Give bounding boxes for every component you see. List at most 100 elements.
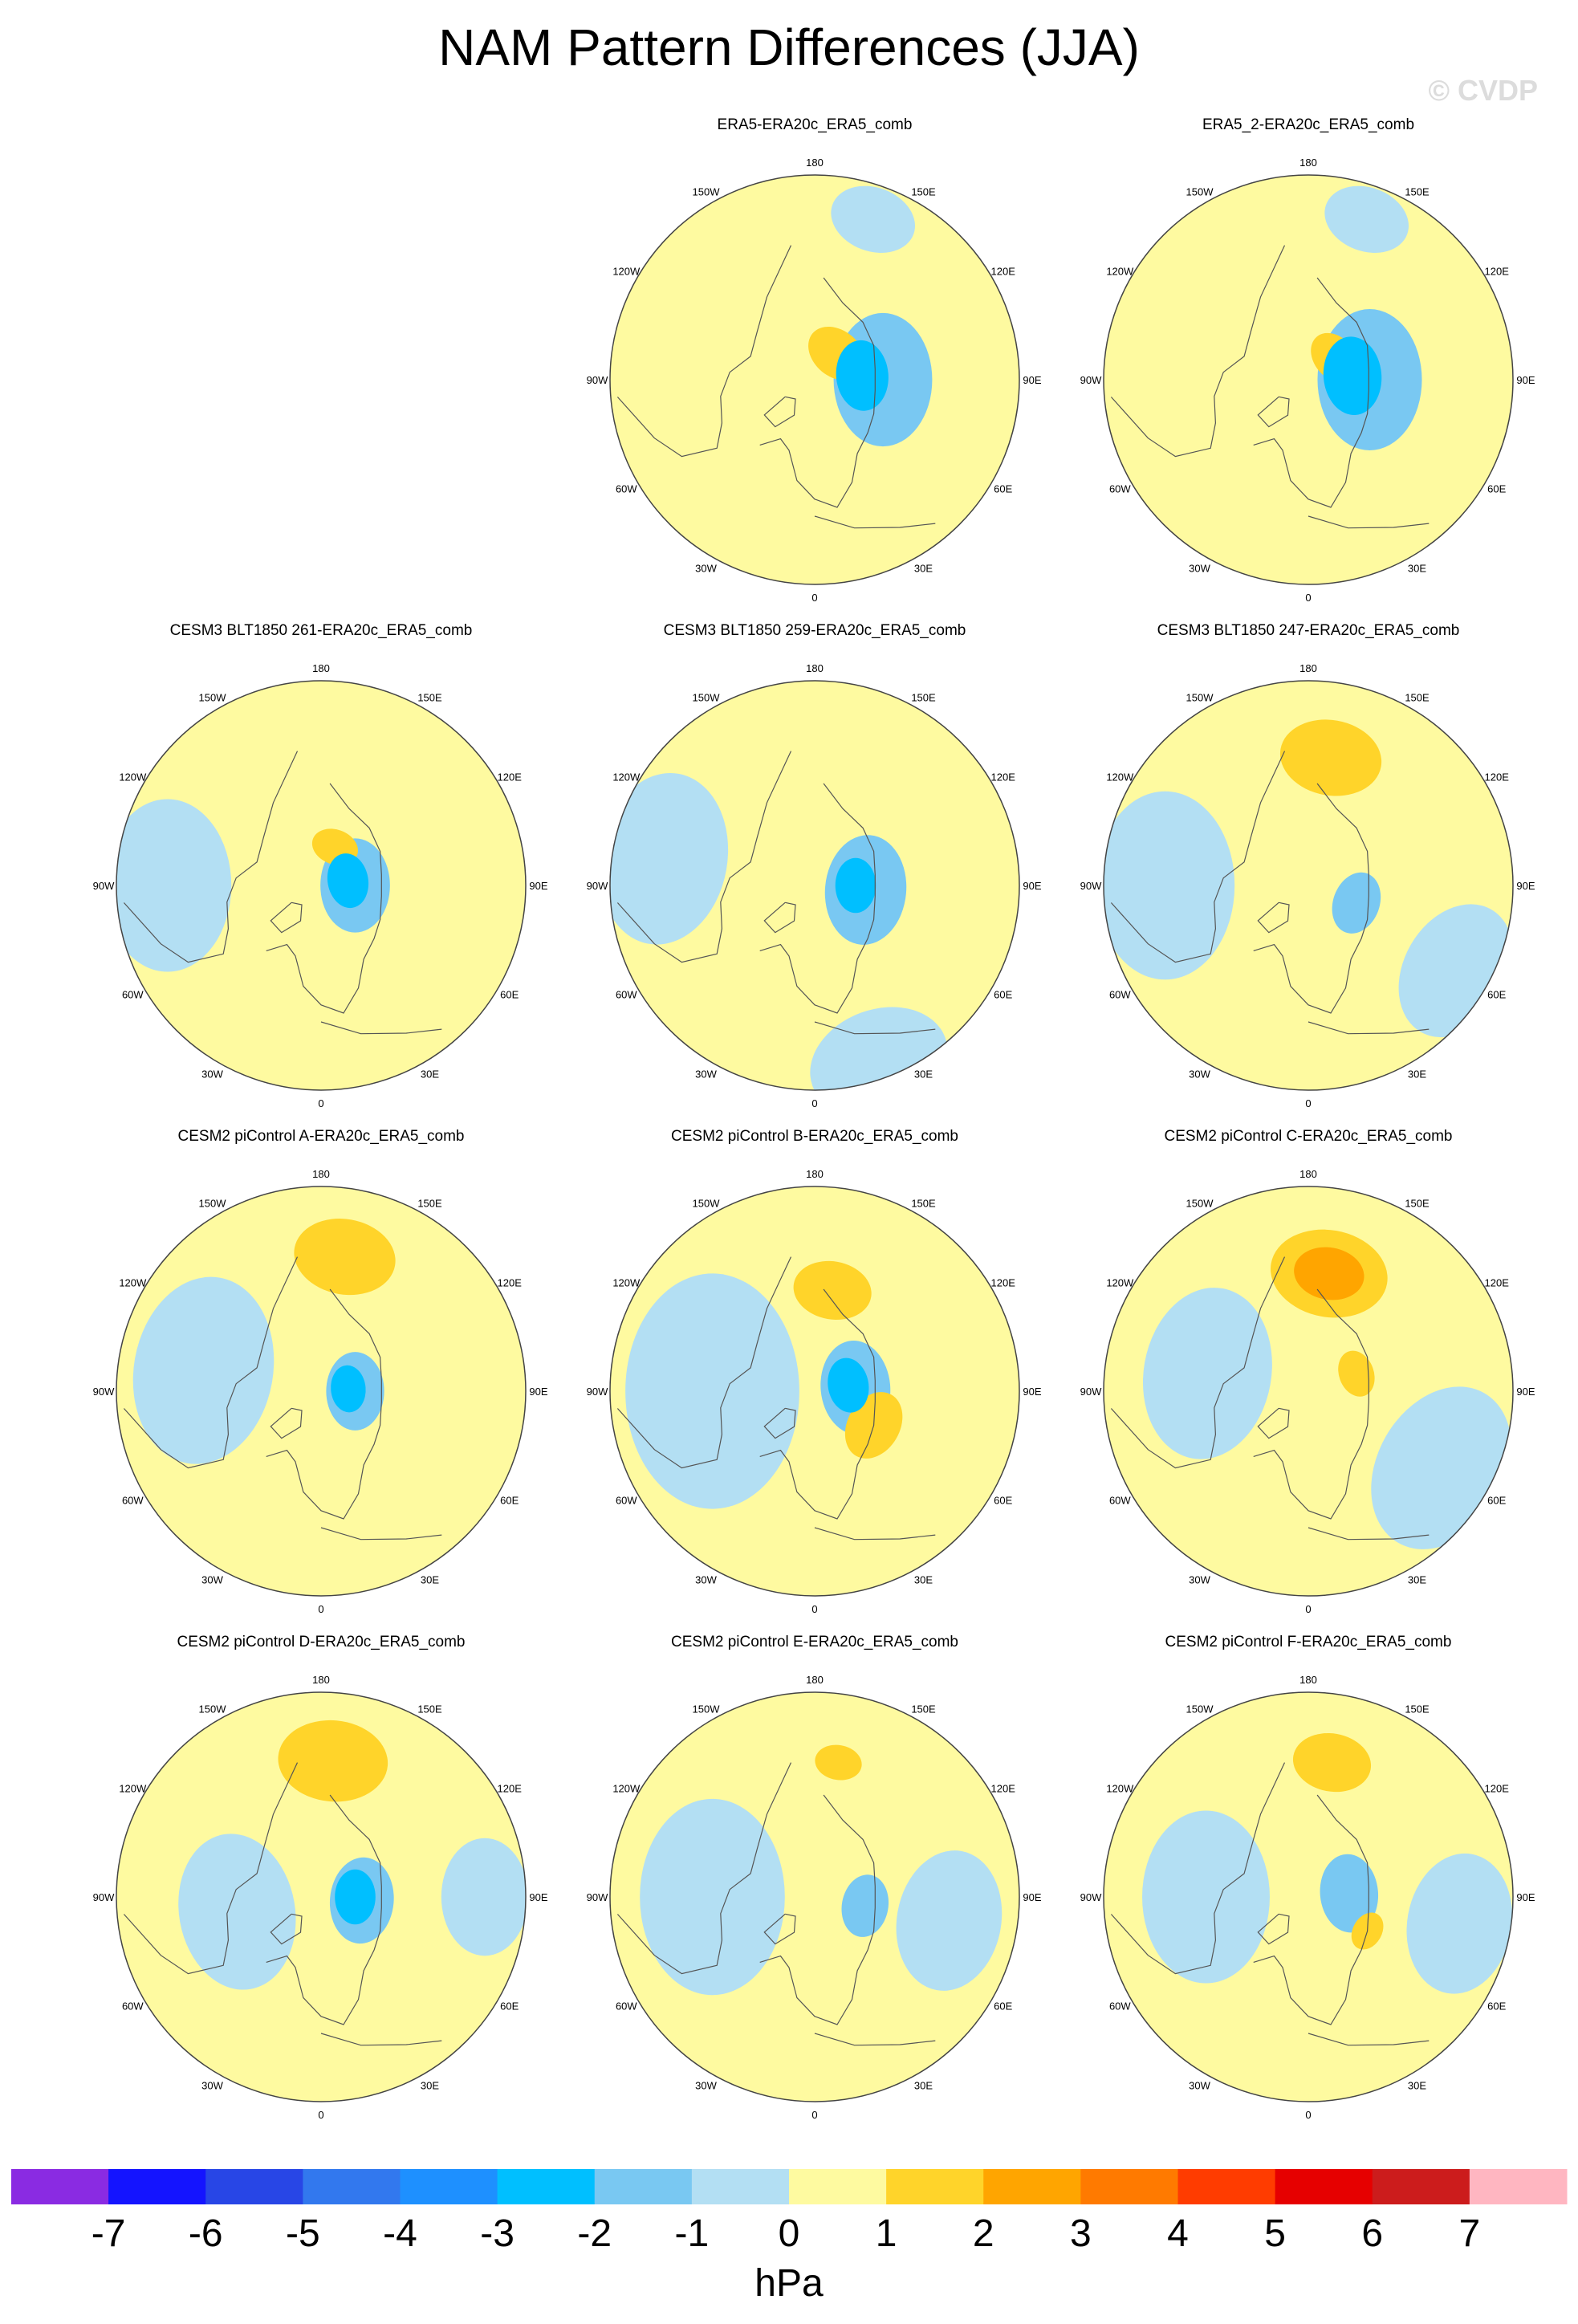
colorbar-swatch xyxy=(497,2169,596,2204)
coastline xyxy=(1257,396,1290,428)
anomaly-region xyxy=(1294,1247,1364,1300)
anomaly-region xyxy=(116,799,232,972)
map-border xyxy=(609,680,1020,1091)
colorbar-swatch xyxy=(886,2169,984,2204)
anomaly-region xyxy=(1279,719,1382,796)
coastline xyxy=(1253,1794,1369,2025)
colorbar-tick-label: -1 xyxy=(675,2212,710,2255)
longitude-label: 120E xyxy=(991,1277,1016,1289)
anomaly-region xyxy=(132,1276,275,1464)
longitude-label: 150E xyxy=(1405,691,1430,703)
longitude-label: 60E xyxy=(500,2000,519,2013)
longitude-label: 90W xyxy=(587,374,608,386)
coastline xyxy=(320,1527,442,1541)
longitude-label: 30E xyxy=(421,1068,439,1081)
colorbar: -7 -6 -5 -4 -3 -2 -1 0 1 2 3 4 5 6 7 hPa xyxy=(0,2167,1578,2320)
map-border xyxy=(609,1691,1020,2102)
map-border xyxy=(1103,1186,1514,1597)
coastline xyxy=(814,2033,936,2046)
page-title: NAM Pattern Differences (JJA) xyxy=(438,18,1140,76)
colorbar-svg: -7 -6 -5 -4 -3 -2 -1 0 1 2 3 4 5 6 7 hPa xyxy=(11,2169,1568,2305)
coastline xyxy=(1110,1256,1286,1469)
coastline xyxy=(814,1527,936,1541)
longitude-label: 120E xyxy=(1485,266,1510,278)
longitude-label: 120W xyxy=(119,1783,147,1795)
colorbar-tick-label: 3 xyxy=(1070,2212,1092,2255)
longitude-label: 60E xyxy=(500,1495,519,1507)
longitude-label: 0 xyxy=(811,2109,817,2121)
colorbar-swatch xyxy=(108,2169,206,2204)
longitude-label: 30E xyxy=(1408,2080,1426,2092)
longitude-label: 30W xyxy=(695,2080,717,2092)
colorbar-swatch xyxy=(303,2169,401,2204)
anomaly-region xyxy=(441,1838,526,1956)
polar-map: 180 150W 150E 120W 120E 90W 90E 60W 60E 30W 30E 0 xyxy=(1080,662,1535,1109)
longitude-label: 90E xyxy=(1516,1386,1535,1398)
longitude-label: 120E xyxy=(1485,1277,1510,1289)
longitude-label: 30E xyxy=(914,2080,933,2092)
longitude-label: 0 xyxy=(1305,1097,1311,1109)
longitude-label: 0 xyxy=(811,592,817,604)
longitude-label: 60E xyxy=(500,989,519,1001)
coastline xyxy=(123,751,299,963)
longitude-label: 60W xyxy=(1109,483,1131,495)
longitude-label: 60W xyxy=(1109,1495,1131,1507)
colorbar-tick-label: -3 xyxy=(480,2212,514,2255)
longitude-label: 120W xyxy=(1106,266,1134,278)
polar-map: 180 150W 150E 120W 120E 90W 90E 60W 60E 30W 30E 0 xyxy=(1080,1674,1535,2121)
longitude-label: 180 xyxy=(312,1168,330,1180)
coastline xyxy=(1257,1407,1290,1439)
coastline xyxy=(1308,515,1430,529)
map-panel: ERA5_2-ERA20c_ERA5_comb 180 150W 150E 120W 12… xyxy=(1076,116,1541,614)
longitude-label: 120W xyxy=(1106,771,1134,783)
coastline xyxy=(814,515,936,529)
map-title: CESM2 piControl B-ERA20c_ERA5_comb xyxy=(671,1128,958,1145)
coastline xyxy=(763,902,796,934)
longitude-label: 90W xyxy=(1080,1891,1102,1903)
coastline xyxy=(1110,751,1286,963)
longitude-label: 120W xyxy=(1106,1783,1134,1795)
polar-map: 180 150W 150E 120W 120E 90W 90E 60W 60E 30W 30E 0 xyxy=(1080,157,1535,604)
coastline xyxy=(814,1021,936,1035)
longitude-label: 90E xyxy=(1023,880,1041,892)
map-background xyxy=(1104,175,1513,584)
longitude-label: 30E xyxy=(1408,563,1426,575)
anomaly-region xyxy=(278,1720,388,1802)
colorbar-swatch xyxy=(11,2169,109,2204)
longitude-label: 150E xyxy=(417,691,442,703)
colorbar-swatch xyxy=(1177,2169,1276,2204)
polar-map: 180 150W 150E 120W 120E 90W 90E 60W 60E 30W 30E 0 xyxy=(587,1674,1042,2121)
longitude-label: 60E xyxy=(994,483,1012,495)
polar-map: 180 150W 150E 120W 120E 90W 90E 60W 60E 30W 30E 0 xyxy=(1080,1168,1535,1615)
map-border xyxy=(116,680,527,1091)
longitude-label: 60W xyxy=(616,1495,637,1507)
longitude-label: 60E xyxy=(1487,483,1506,495)
colorbar-swatch xyxy=(400,2169,498,2204)
longitude-label: 120E xyxy=(498,771,523,783)
map-panel: CESM2 piControl D-ERA20c_ERA5_comb 180 150… xyxy=(88,1634,554,2131)
longitude-label: 90E xyxy=(1023,374,1041,386)
coastline xyxy=(270,1407,303,1439)
colorbar-tick-label: 4 xyxy=(1167,2212,1189,2255)
longitude-label: 90W xyxy=(93,880,115,892)
longitude-label: 150W xyxy=(693,691,721,703)
map-panel: CESM2 piControl C-ERA20c_ERA5_comb 180 150… xyxy=(1076,1128,1541,1626)
longitude-label: 90E xyxy=(1516,1891,1535,1903)
longitude-label: 120E xyxy=(498,1783,523,1795)
coastline xyxy=(1257,902,1290,934)
longitude-label: 180 xyxy=(806,1674,824,1686)
longitude-label: 180 xyxy=(1299,157,1317,169)
polar-map: 180 150W 150E 120W 120E 90W 90E 60W 60E 30W 30E 0 xyxy=(93,1168,548,1615)
longitude-label: 150E xyxy=(1405,1197,1430,1209)
longitude-label: 180 xyxy=(1299,662,1317,674)
longitude-label: 30E xyxy=(914,1574,933,1586)
coastline xyxy=(1110,245,1286,458)
longitude-label: 180 xyxy=(312,1674,330,1686)
colorbar-swatch xyxy=(691,2169,790,2204)
colorbar-tick-label: 5 xyxy=(1264,2212,1286,2255)
map-panel: CESM3 BLT1850 261-ERA20c_ERA5_comb 180 150… xyxy=(88,622,554,1120)
colorbar-tick-label: 0 xyxy=(779,2212,800,2255)
colorbar-swatch xyxy=(1372,2169,1470,2204)
anomaly-region xyxy=(327,853,369,909)
longitude-label: 30E xyxy=(1408,1574,1426,1586)
